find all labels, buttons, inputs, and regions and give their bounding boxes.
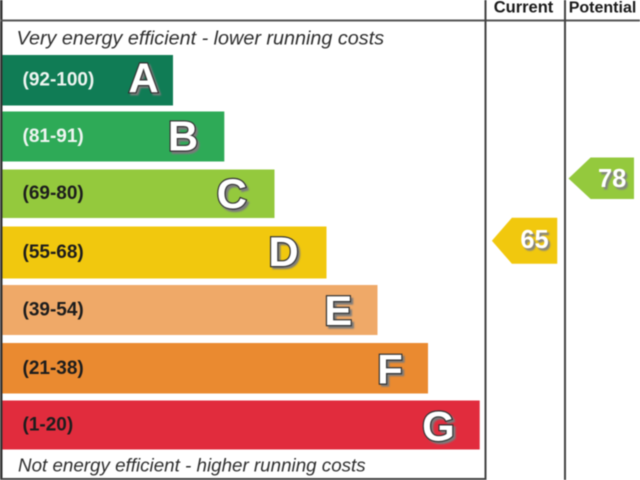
svg-text:78: 78 [598, 165, 626, 193]
svg-text:B: B [170, 115, 200, 162]
svg-text:(92-100): (92-100) [23, 69, 95, 90]
svg-text:D: D [268, 228, 298, 275]
svg-text:(39-54): (39-54) [23, 300, 84, 321]
svg-text:78: 78 [600, 167, 628, 195]
svg-text:C: C [217, 170, 247, 217]
svg-text:(69-80): (69-80) [23, 183, 84, 204]
svg-text:F: F [377, 346, 403, 393]
svg-text:D: D [271, 230, 301, 277]
svg-text:Very energy efficient - lower: Very energy efficient - lower running co… [17, 28, 385, 50]
svg-text:(21-38): (21-38) [23, 358, 84, 379]
svg-text:B: B [168, 113, 198, 160]
svg-text:(81-91): (81-91) [23, 126, 84, 147]
svg-text:(1-20): (1-20) [23, 415, 74, 436]
svg-text:C: C [219, 172, 249, 219]
svg-text:65: 65 [520, 226, 548, 254]
svg-text:Not energy efficient - higher: Not energy efficient - higher running co… [18, 454, 366, 475]
svg-text:Current: Current [494, 0, 554, 16]
svg-text:F: F [379, 348, 405, 395]
svg-text:E: E [326, 289, 354, 336]
svg-text:A: A [128, 55, 158, 102]
svg-text:G: G [424, 405, 457, 452]
svg-text:Potential: Potential [569, 0, 637, 16]
svg-text:(55-68): (55-68) [23, 242, 84, 263]
svg-text:A: A [131, 57, 161, 104]
svg-text:E: E [324, 287, 352, 334]
svg-text:G: G [422, 402, 455, 449]
svg-text:65: 65 [523, 228, 551, 256]
